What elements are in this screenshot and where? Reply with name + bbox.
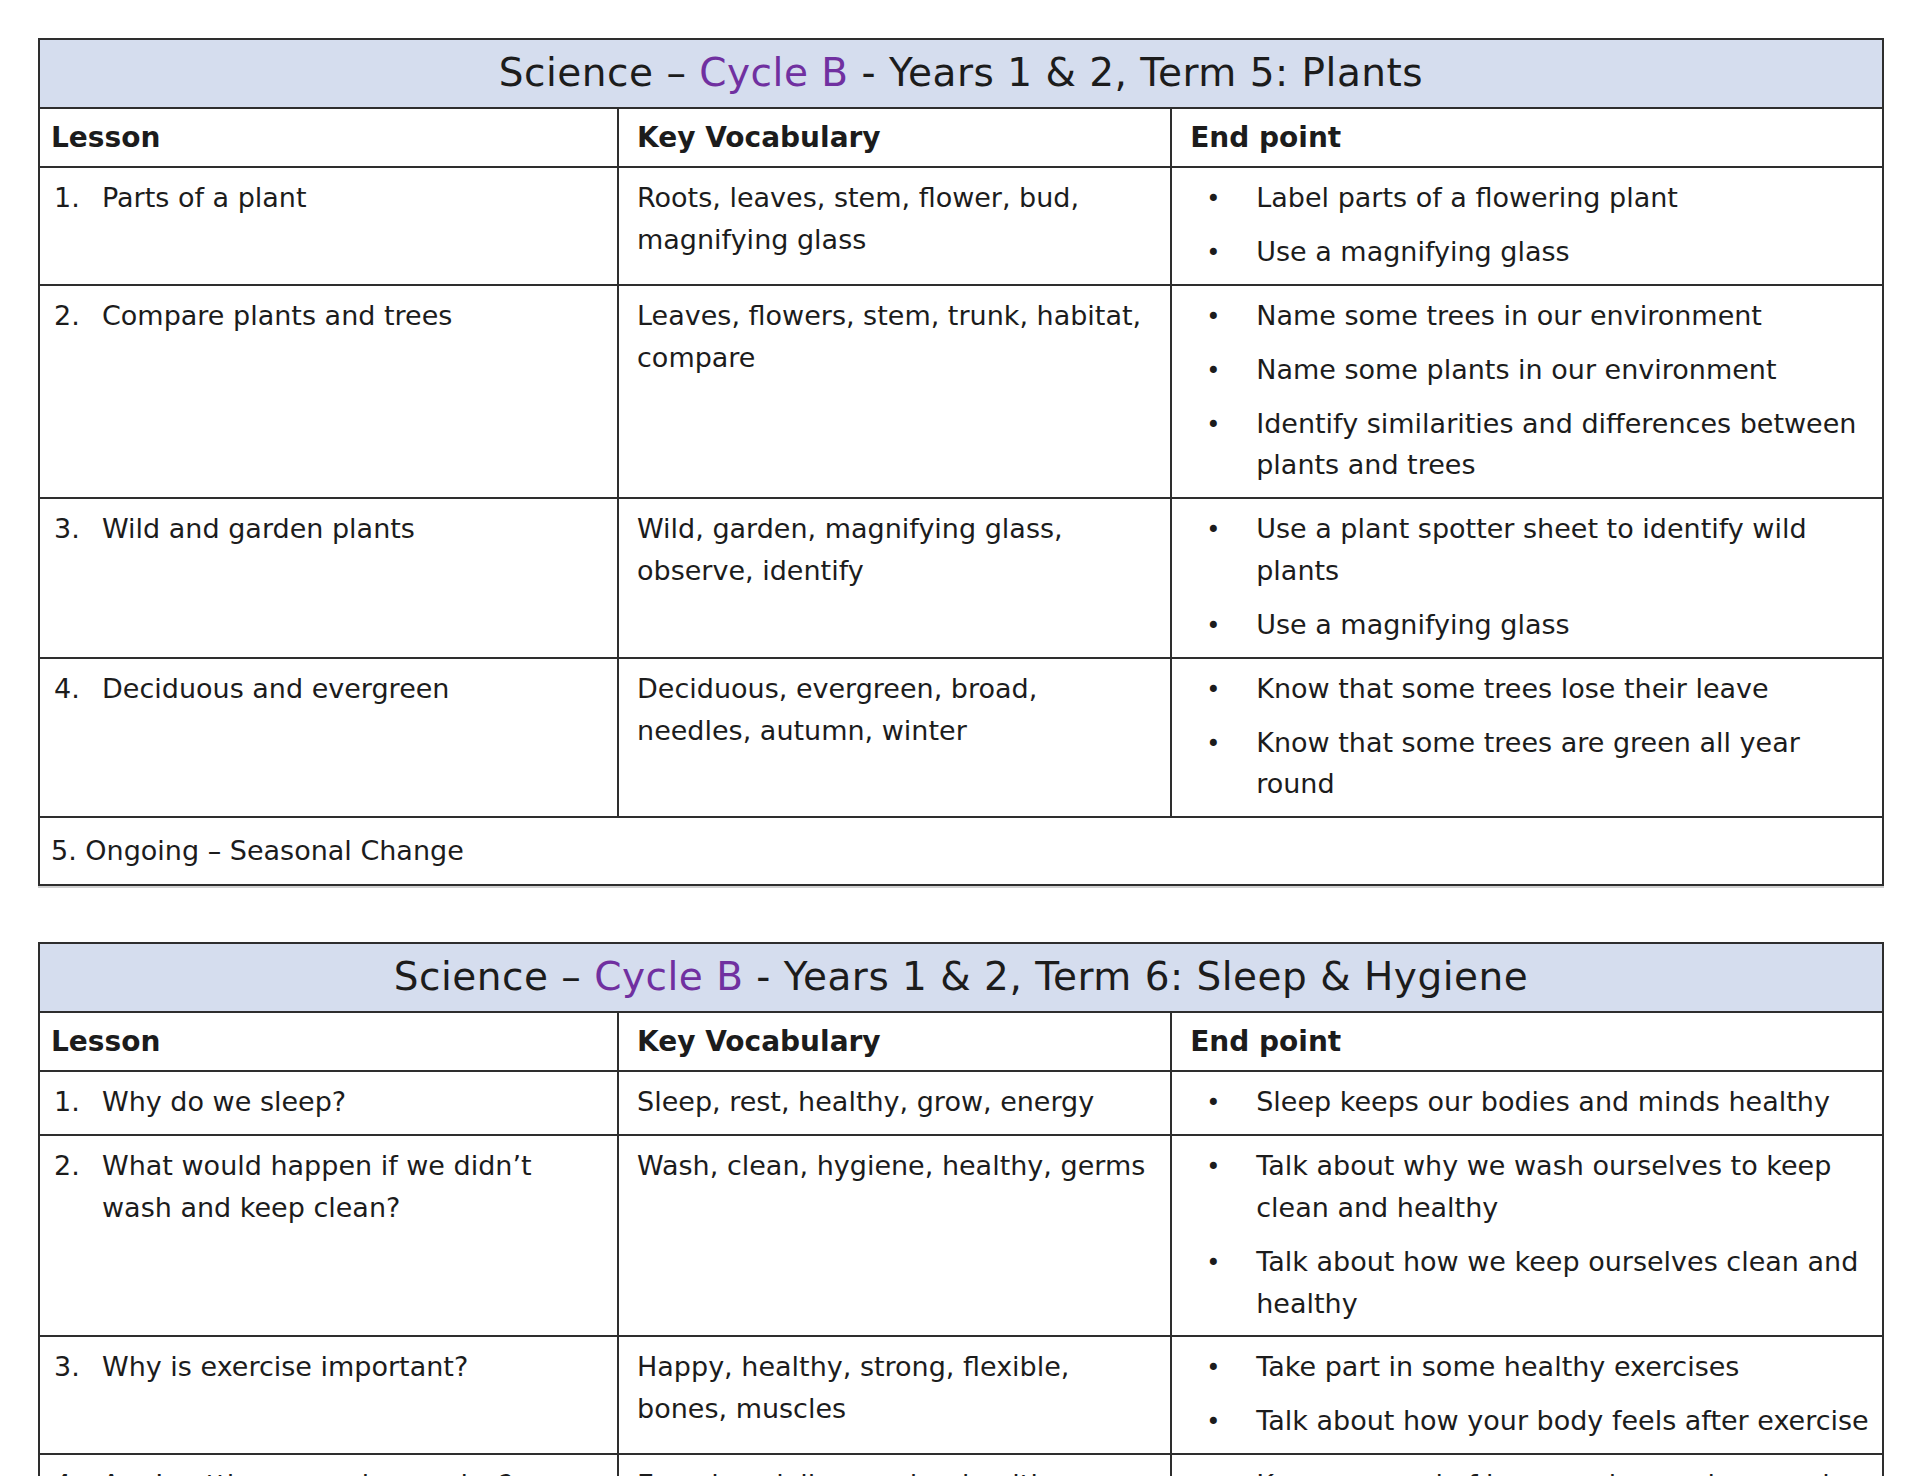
endpoint-item: Know that some trees lose their leave — [1256, 668, 1872, 710]
lesson-number: 1. — [54, 1081, 102, 1123]
endpoint-item: Name some plants in our environment — [1256, 349, 1872, 391]
table-title-row: Science – Cycle B - Years 1 & 2, Term 5:… — [39, 39, 1883, 108]
lesson-title: Compare plants and trees — [102, 295, 603, 337]
column-header-row: Lesson Key Vocabulary End point — [39, 1012, 1883, 1071]
title-cycle-highlight: Cycle B — [594, 954, 743, 999]
lesson-number: 4. — [54, 1464, 102, 1476]
table-row: 4. Deciduous and evergreen Deciduous, ev… — [39, 658, 1883, 818]
table-row: 1. Why do we sleep? Sleep, rest, healthy… — [39, 1071, 1883, 1135]
lesson-title: Parts of a plant — [102, 177, 603, 219]
lesson-number: 3. — [54, 1346, 102, 1388]
document-page: Science – Cycle B - Years 1 & 2, Term 5:… — [0, 0, 1920, 1476]
endpoint-cell: Keep a record of how much exercise you d… — [1171, 1454, 1883, 1476]
endpoint-cell: Take part in some healthy exercises Talk… — [1171, 1336, 1883, 1454]
term5-plants-table: Science – Cycle B - Years 1 & 2, Term 5:… — [38, 38, 1884, 886]
endpoint-item: Use a magnifying glass — [1256, 604, 1872, 646]
endpoint-list: Label parts of a flowering plant Use a m… — [1172, 177, 1872, 273]
table-row: 2. What would happen if we didn’t wash a… — [39, 1135, 1883, 1336]
endpoint-item: Identify similarities and differences be… — [1256, 403, 1872, 487]
endpoint-item: Sleep keeps our bodies and minds healthy — [1256, 1081, 1872, 1123]
lesson-cell: 2. What would happen if we didn’t wash a… — [39, 1135, 618, 1336]
vocab-cell: Sleep, rest, healthy, grow, energy — [618, 1071, 1171, 1135]
endpoint-cell: Use a plant spotter sheet to identify wi… — [1171, 498, 1883, 658]
lesson-title: Deciduous and evergreen — [102, 668, 603, 710]
endpoint-item: Label parts of a flowering plant — [1256, 177, 1872, 219]
endpoint-cell: Know that some trees lose their leave Kn… — [1171, 658, 1883, 818]
term6-sleep-hygiene-section: Science – Cycle B - Years 1 & 2, Term 6:… — [38, 942, 1884, 1476]
endpoint-item: Know that some trees are green all year … — [1256, 722, 1872, 806]
ongoing-lesson-cell: 5. Ongoing – Seasonal Change — [39, 817, 1883, 885]
lesson-title: Wild and garden plants — [102, 508, 603, 550]
endpoint-item: Talk about how we keep ourselves clean a… — [1256, 1241, 1872, 1325]
lesson-number: 2. — [54, 295, 102, 337]
lesson-cell: 3. Wild and garden plants — [39, 498, 618, 658]
title-prefix: Science – — [499, 50, 699, 95]
endpoint-cell: Name some trees in our environment Name … — [1171, 285, 1883, 498]
title-suffix: - Years 1 & 2, Term 5: Plants — [849, 50, 1424, 95]
table-row: 4. Am I getting enough exercise? Exercis… — [39, 1454, 1883, 1476]
table-title: Science – Cycle B - Years 1 & 2, Term 5:… — [39, 39, 1883, 108]
endpoint-list: Sleep keeps our bodies and minds healthy — [1172, 1081, 1872, 1123]
lesson-cell: 4. Deciduous and evergreen — [39, 658, 618, 818]
vocab-cell: Wild, garden, magnifying glass, observe,… — [618, 498, 1171, 658]
endpoint-item: Name some trees in our environment — [1256, 295, 1872, 337]
endpoint-list: Keep a record of how much exercise you d… — [1172, 1464, 1872, 1476]
endpoint-item: Take part in some healthy exercises — [1256, 1346, 1872, 1388]
vocab-cell: Exercise, daily, regular, healthy, exerc… — [618, 1454, 1171, 1476]
lesson-cell: 2. Compare plants and trees — [39, 285, 618, 498]
lesson-number: 2. — [54, 1145, 102, 1187]
term5-plants-section: Science – Cycle B - Years 1 & 2, Term 5:… — [38, 38, 1884, 886]
table-title: Science – Cycle B - Years 1 & 2, Term 6:… — [39, 943, 1883, 1012]
column-header-vocab: Key Vocabulary — [618, 108, 1171, 167]
lesson-title: Am I getting enough exercise? — [102, 1464, 603, 1476]
table-row: 3. Wild and garden plants Wild, garden, … — [39, 498, 1883, 658]
endpoint-item: Talk about how your body feels after exe… — [1256, 1400, 1872, 1442]
endpoint-list: Use a plant spotter sheet to identify wi… — [1172, 508, 1872, 646]
table-row: 3. Why is exercise important? Happy, hea… — [39, 1336, 1883, 1454]
column-header-lesson: Lesson — [39, 108, 618, 167]
lesson-title: Why do we sleep? — [102, 1081, 603, 1123]
lesson-cell: 3. Why is exercise important? — [39, 1336, 618, 1454]
endpoint-list: Talk about why we wash ourselves to keep… — [1172, 1145, 1872, 1324]
lesson-number: 1. — [54, 177, 102, 219]
title-suffix: - Years 1 & 2, Term 6: Sleep & Hygiene — [743, 954, 1528, 999]
endpoint-cell: Label parts of a flowering plant Use a m… — [1171, 167, 1883, 285]
lesson-number: 4. — [54, 668, 102, 710]
vocab-cell: Wash, clean, hygiene, healthy, germs — [618, 1135, 1171, 1336]
table-footer-row: 5. Ongoing – Seasonal Change — [39, 817, 1883, 885]
lesson-cell: 4. Am I getting enough exercise? — [39, 1454, 618, 1476]
column-header-lesson: Lesson — [39, 1012, 618, 1071]
endpoint-list: Know that some trees lose their leave Kn… — [1172, 668, 1872, 806]
endpoint-item: Use a magnifying glass — [1256, 231, 1872, 273]
endpoint-item: Talk about why we wash ourselves to keep… — [1256, 1145, 1872, 1229]
table-title-row: Science – Cycle B - Years 1 & 2, Term 6:… — [39, 943, 1883, 1012]
vocab-cell: Leaves, flowers, stem, trunk, habitat, c… — [618, 285, 1171, 498]
lesson-cell: 1. Parts of a plant — [39, 167, 618, 285]
endpoint-cell: Talk about why we wash ourselves to keep… — [1171, 1135, 1883, 1336]
column-header-vocab: Key Vocabulary — [618, 1012, 1171, 1071]
vocab-cell: Roots, leaves, stem, flower, bud, magnif… — [618, 167, 1171, 285]
column-header-row: Lesson Key Vocabulary End point — [39, 108, 1883, 167]
lesson-title: Why is exercise important? — [102, 1346, 603, 1388]
endpoint-list: Name some trees in our environment Name … — [1172, 295, 1872, 486]
column-header-endpoint: End point — [1171, 1012, 1883, 1071]
table-row: 2. Compare plants and trees Leaves, flow… — [39, 285, 1883, 498]
lesson-title: What would happen if we didn’t wash and … — [102, 1145, 603, 1229]
title-cycle-highlight: Cycle B — [699, 50, 848, 95]
endpoint-cell: Sleep keeps our bodies and minds healthy — [1171, 1071, 1883, 1135]
term6-sleep-hygiene-table: Science – Cycle B - Years 1 & 2, Term 6:… — [38, 942, 1884, 1476]
vocab-cell: Happy, healthy, strong, flexible, bones,… — [618, 1336, 1171, 1454]
title-prefix: Science – — [394, 954, 594, 999]
table-row: 1. Parts of a plant Roots, leaves, stem,… — [39, 167, 1883, 285]
endpoint-item: Use a plant spotter sheet to identify wi… — [1256, 508, 1872, 592]
endpoint-list: Take part in some healthy exercises Talk… — [1172, 1346, 1872, 1442]
lesson-number: 3. — [54, 508, 102, 550]
vocab-cell: Deciduous, evergreen, broad, needles, au… — [618, 658, 1171, 818]
lesson-cell: 1. Why do we sleep? — [39, 1071, 618, 1135]
column-header-endpoint: End point — [1171, 108, 1883, 167]
endpoint-item: Keep a record of how much exercise you d… — [1256, 1464, 1872, 1476]
